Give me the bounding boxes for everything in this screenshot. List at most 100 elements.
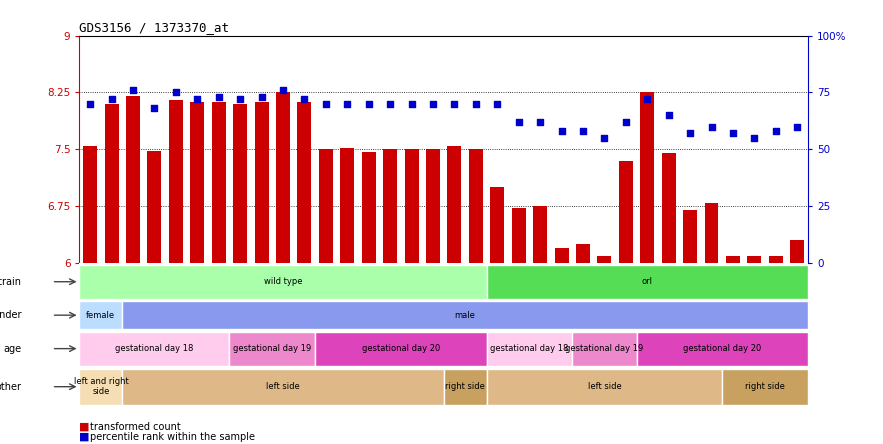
Text: left side: left side — [587, 382, 622, 391]
Bar — [191, 102, 204, 263]
Text: ■: ■ — [79, 421, 90, 432]
Text: wild type: wild type — [264, 277, 302, 286]
Point — [212, 93, 226, 100]
Point — [597, 135, 611, 142]
Point — [576, 127, 590, 135]
Bar — [640, 92, 654, 263]
Point — [233, 96, 247, 103]
Bar — [169, 100, 183, 263]
Point — [169, 89, 183, 96]
Bar — [233, 104, 247, 263]
Text: left side: left side — [266, 382, 300, 391]
Point — [619, 119, 633, 126]
Point — [747, 135, 761, 142]
Bar — [383, 149, 397, 263]
Bar — [276, 92, 290, 263]
Point — [340, 100, 354, 107]
Bar — [79, 301, 123, 329]
Bar — [722, 369, 808, 404]
Point — [726, 130, 740, 137]
Bar — [123, 369, 444, 404]
Point — [555, 127, 569, 135]
Bar — [661, 153, 675, 263]
Bar — [426, 149, 440, 263]
Point — [254, 93, 268, 100]
Bar — [254, 102, 268, 263]
Point — [147, 105, 162, 112]
Bar — [79, 369, 123, 404]
Bar — [319, 149, 333, 263]
Bar — [726, 256, 740, 263]
Bar — [572, 332, 637, 366]
Bar — [487, 332, 572, 366]
Point — [362, 100, 376, 107]
Bar — [444, 369, 487, 404]
Point — [383, 100, 397, 107]
Text: female: female — [87, 311, 116, 320]
Bar — [637, 332, 808, 366]
Bar — [298, 102, 312, 263]
Point — [190, 96, 204, 103]
Bar — [105, 104, 118, 263]
Bar — [404, 149, 419, 263]
Bar — [555, 248, 569, 263]
Bar — [212, 102, 226, 263]
Bar — [230, 332, 315, 366]
Bar — [705, 202, 719, 263]
Bar — [487, 265, 808, 299]
Point — [683, 130, 698, 137]
Bar — [576, 244, 590, 263]
Point — [640, 96, 654, 103]
Bar — [83, 146, 97, 263]
Bar — [362, 152, 375, 263]
Point — [790, 123, 804, 130]
Text: orl: orl — [642, 277, 653, 286]
Bar — [769, 256, 782, 263]
Bar — [490, 187, 504, 263]
Point — [83, 100, 97, 107]
Text: percentile rank within the sample: percentile rank within the sample — [90, 432, 255, 442]
Bar — [469, 149, 483, 263]
Point — [426, 100, 440, 107]
Point — [511, 119, 525, 126]
Text: age: age — [4, 344, 21, 353]
Text: gestational day 19: gestational day 19 — [233, 344, 312, 353]
Text: gestational day 19: gestational day 19 — [565, 344, 644, 353]
Bar — [487, 369, 722, 404]
Point — [448, 100, 462, 107]
Point — [298, 96, 312, 103]
Text: gestational day 20: gestational day 20 — [362, 344, 440, 353]
Text: gestational day 18: gestational day 18 — [116, 344, 193, 353]
Bar — [315, 332, 487, 366]
Bar — [533, 206, 547, 263]
Point — [490, 100, 504, 107]
Point — [104, 96, 118, 103]
Bar — [790, 241, 804, 263]
Bar — [79, 265, 487, 299]
Text: strain: strain — [0, 277, 21, 287]
Text: gender: gender — [0, 310, 21, 320]
Bar — [598, 256, 611, 263]
Bar — [126, 96, 140, 263]
Point — [126, 87, 140, 94]
Point — [533, 119, 547, 126]
Text: gestational day 18: gestational day 18 — [490, 344, 569, 353]
Point — [404, 100, 419, 107]
Text: left and right
side: left and right side — [73, 377, 128, 396]
Bar — [683, 210, 697, 263]
Text: GDS3156 / 1373370_at: GDS3156 / 1373370_at — [79, 21, 230, 34]
Text: male: male — [455, 311, 476, 320]
Bar — [79, 332, 230, 366]
Bar — [448, 146, 462, 263]
Point — [661, 112, 675, 119]
Bar — [512, 208, 525, 263]
Text: right side: right side — [445, 382, 485, 391]
Text: gestational day 20: gestational day 20 — [683, 344, 761, 353]
Point — [705, 123, 719, 130]
Text: transformed count: transformed count — [90, 421, 181, 432]
Text: right side: right side — [745, 382, 785, 391]
Bar — [619, 161, 633, 263]
Point — [769, 127, 783, 135]
Bar — [147, 151, 162, 263]
Text: ■: ■ — [79, 432, 90, 442]
